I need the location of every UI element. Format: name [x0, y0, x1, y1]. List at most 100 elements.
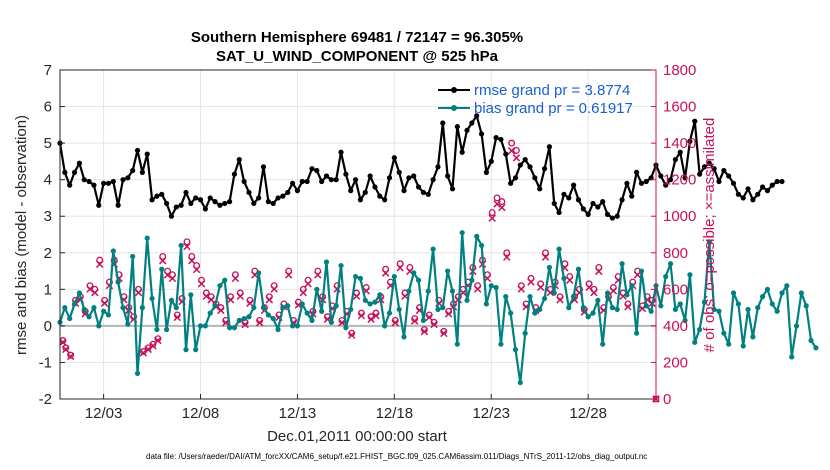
obs-assimilated-stroke: [91, 288, 99, 297]
rmse-point: [551, 200, 557, 207]
rmse-point: [478, 131, 485, 137]
y2-tick-label: 200: [663, 354, 688, 371]
rmse-point: [459, 149, 465, 155]
obs-assimilated-stroke: [498, 203, 506, 212]
bias-point: [440, 305, 446, 311]
obs-assimilated-stroke: [444, 310, 453, 318]
rmse-point: [464, 127, 470, 133]
rmse-point: [512, 175, 519, 181]
obs-assimilated-stroke: [168, 274, 177, 283]
y-tick-label: -1: [39, 354, 52, 371]
bias-point: [532, 310, 538, 316]
rmse-point: [382, 197, 388, 203]
bias-point: [663, 273, 669, 280]
bias-point: [144, 235, 150, 241]
rmse-point: [343, 171, 349, 177]
obs-assimilated-point: [188, 256, 196, 265]
y2-tick-label: 1200: [663, 172, 696, 189]
bias-point: [706, 239, 712, 245]
obs-assimilated-stroke: [304, 280, 312, 288]
y2-tick-label: 800: [663, 245, 688, 262]
obs-assimilated-stroke: [556, 295, 564, 304]
obs-assimilated-stroke: [512, 154, 521, 162]
x-tick-label: 12/28: [569, 405, 607, 422]
bias-point: [769, 301, 775, 307]
obs-assimilated-point: [154, 336, 162, 345]
x-tick-label: 12/13: [279, 405, 317, 422]
rmse-point: [730, 180, 737, 186]
rmse-point: [638, 180, 645, 186]
rmse-point: [86, 178, 92, 185]
rmse-point: [541, 166, 548, 172]
rmse-point: [498, 136, 504, 143]
bias-point: [667, 261, 674, 267]
rmse-point: [101, 180, 107, 186]
bias-point: [813, 345, 819, 351]
bias-point: [503, 294, 509, 300]
rmse-point: [677, 149, 683, 155]
obs-assimilated-stroke: [338, 319, 346, 327]
obs-assimilated-point: [231, 274, 240, 283]
rmse-point: [275, 195, 281, 201]
obs-assimilated-stroke: [381, 269, 390, 277]
obs-assimilated-stroke: [425, 313, 433, 322]
rmse-point: [634, 169, 640, 175]
bias-point: [76, 290, 82, 296]
bias-point: [634, 330, 640, 336]
obs-assimilated-stroke: [507, 147, 516, 155]
bias-point: [406, 288, 412, 294]
rmse-point: [270, 200, 276, 207]
bias-point: [721, 330, 727, 336]
rmse-point: [406, 175, 412, 181]
bias-point: [604, 290, 611, 296]
rmse-point: [580, 206, 586, 212]
bias-point: [571, 294, 577, 300]
obs-assimilated-point: [338, 319, 346, 327]
y2-axis-label: # of obs: o=possible; ×=assimilated: [701, 118, 718, 353]
obs-assimilated-stroke: [183, 242, 191, 251]
rmse-point: [159, 191, 165, 197]
bias-point: [624, 292, 630, 298]
obs-assimilated-stroke: [188, 256, 196, 265]
bias-point: [590, 310, 596, 316]
legend-rmse-marker: [451, 87, 457, 93]
bias-point: [251, 305, 257, 311]
y-tick-label: 5: [44, 135, 52, 152]
rmse-point: [352, 177, 359, 183]
obs-assimilated-stroke: [96, 260, 104, 268]
legend: rmse grand pr = 3.8774 bias grand pr = 0…: [438, 82, 633, 117]
obs-assimilated-stroke: [546, 288, 555, 297]
bias-point: [638, 268, 645, 274]
x-tick-label: 12/18: [376, 405, 414, 422]
rmse-point: [716, 178, 722, 185]
bias-point: [362, 297, 368, 303]
bias-point: [231, 325, 238, 331]
obs-assimilated-point: [226, 295, 235, 304]
bias-point: [614, 306, 620, 313]
rmse-point: [629, 193, 635, 199]
obs-assimilated-point: [202, 292, 211, 300]
obs-assimilated-stroke: [566, 276, 574, 284]
x-tick-label: 12/08: [182, 405, 220, 422]
bias-point: [396, 306, 402, 313]
obs-assimilated-stroke: [536, 283, 545, 292]
rmse-point: [415, 184, 422, 190]
bias-point: [154, 326, 160, 333]
bias-point: [474, 233, 480, 239]
footer-filepath: data file: /Users/raeder/DAI/ATM_forcXX/…: [146, 452, 647, 461]
bias-point: [658, 303, 664, 309]
obs-assimilated-point: [217, 306, 225, 315]
obs-assimilated-point: [66, 352, 75, 361]
obs-assimilated-stroke: [609, 287, 618, 295]
obs-assimilated-stroke: [241, 320, 249, 329]
rmse-point: [81, 177, 87, 183]
obs-assimilated-point: [183, 242, 191, 251]
rmse-point: [575, 197, 582, 203]
obs-assimilated-point: [440, 329, 448, 338]
bias-point: [401, 334, 407, 340]
obs-assimilated-point: [314, 271, 322, 279]
obs-assimilated-stroke: [391, 319, 400, 327]
bias-point: [333, 303, 339, 309]
rmse-point: [760, 184, 766, 190]
rmse-point: [71, 169, 78, 175]
